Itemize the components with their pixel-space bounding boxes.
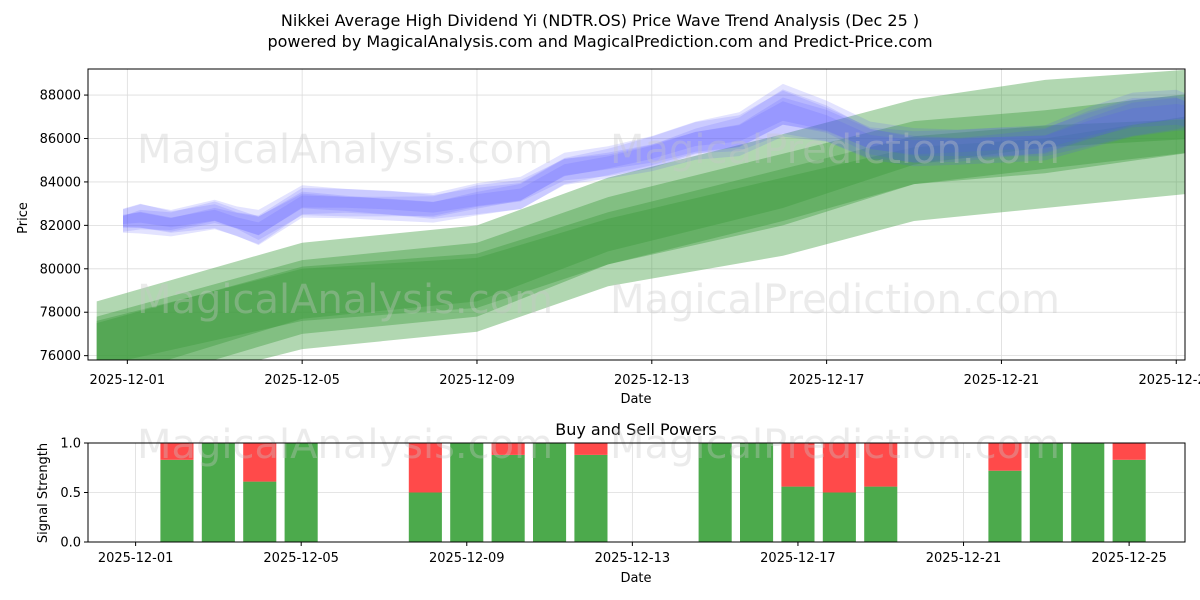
forecast-band-0 (96, 69, 1185, 360)
forecast-band-3 (96, 119, 1185, 360)
signal-axis-ticks: 0.0 0.5 1.0 2025-12-01 2025-12-05 2025-12-09 2… (60, 437, 1167, 567)
price-axis-ticks: 76000 78000 80000 82000 84000 86000 88000 2025-… (40, 89, 1200, 388)
sell-bar-2 (243, 443, 277, 482)
buy-sell-title: Buy and Sell Powers (555, 420, 717, 439)
buy-bar-13 (864, 486, 898, 542)
watermark-top-3: MagicalPrediction.com (610, 127, 1060, 173)
signal-xtick-label-1: 2025-12-05 (263, 551, 339, 566)
signal-y-axis-label: Signal Strength (36, 443, 51, 543)
forecast-band-1 (96, 94, 1185, 360)
actual-band-0 (123, 83, 1185, 246)
buy-bar-5 (450, 443, 484, 542)
price-ytick-label-2: 80000 (40, 262, 81, 277)
buy-bar-8 (574, 454, 608, 542)
signal-ytick-label-0: 0.0 (60, 536, 81, 551)
buy-bar-17 (1112, 459, 1146, 542)
actual-band-4 (123, 101, 1185, 236)
buy-bar-1 (201, 443, 235, 542)
price-xtick-label-0: 2025-12-01 (90, 373, 166, 388)
buy-bar-3 (284, 443, 318, 542)
watermark-bottom-1: MagicalAnalysis.com (137, 422, 553, 468)
price-plot-frame (87, 68, 1186, 361)
forecast-band-2 (96, 116, 1185, 360)
signal-xtick-label-3: 2025-12-13 (595, 551, 671, 566)
price-ytick-label-4: 84000 (40, 175, 81, 190)
buy-bar-12 (822, 492, 856, 542)
price-grid (88, 69, 1185, 360)
price-y-axis-label: Price (16, 202, 31, 234)
price-xtick-label-1: 2025-12-05 (264, 373, 340, 388)
buy-bar-9 (698, 443, 732, 542)
sell-bar-13 (864, 443, 898, 487)
actual-price-bands (123, 83, 1185, 246)
price-xtick-label-4: 2025-12-17 (789, 373, 865, 388)
chart-subtitle: powered by MagicalAnalysis.com and Magic… (267, 32, 932, 51)
buy-bar-14 (988, 470, 1022, 542)
buy-bar-2 (243, 481, 277, 542)
buy-bar-16 (1071, 443, 1105, 542)
buy-bar-10 (740, 443, 774, 542)
watermark-top-4: MagicalPrediction.com (610, 277, 1060, 323)
price-xtick-label-5: 2025-12-21 (964, 373, 1040, 388)
signal-xtick-label-5: 2025-12-21 (926, 551, 1002, 566)
price-x-axis-label: Date (620, 392, 651, 407)
sell-bar-6 (491, 443, 525, 455)
buy-sell-plot: Buy and Sell Powers MagicalAnalysis.com … (36, 420, 1186, 586)
signal-bars (160, 443, 1146, 542)
price-ytick-label-0: 76000 (40, 349, 81, 364)
actual-band-3 (123, 97, 1185, 235)
price-ytick-label-1: 78000 (40, 306, 81, 321)
price-ytick-label-3: 82000 (40, 219, 81, 234)
signal-xtick-label-0: 2025-12-01 (98, 551, 174, 566)
price-ytick-label-5: 86000 (40, 132, 81, 147)
buy-bar-11 (781, 486, 815, 542)
sell-bar-14 (988, 443, 1022, 471)
sell-bar-0 (160, 443, 194, 460)
signal-ytick-label-2: 1.0 (60, 437, 81, 452)
buy-bar-6 (491, 454, 525, 542)
signal-xtick-label-4: 2025-12-17 (760, 551, 836, 566)
sell-bar-11 (781, 443, 815, 487)
sell-bar-4 (408, 443, 442, 493)
buy-bar-0 (160, 459, 194, 542)
price-ytick-label-6: 88000 (40, 89, 81, 104)
forecast-bands (96, 69, 1185, 360)
watermark-bottom-2: MagicalPrediction.com (610, 422, 1060, 468)
buy-bar-15 (1029, 443, 1063, 542)
price-wave-plot: MagicalAnalysis.com MagicalAnalysis.com … (16, 68, 1200, 407)
actual-band-1 (123, 90, 1185, 245)
sell-bar-8 (574, 443, 608, 455)
sell-bar-12 (822, 443, 856, 493)
buy-bar-7 (533, 443, 567, 542)
signal-xtick-label-6: 2025-12-25 (1091, 551, 1167, 566)
signal-ytick-label-1: 0.5 (60, 486, 81, 501)
signal-x-axis-label: Date (620, 571, 651, 586)
watermark-top-1: MagicalAnalysis.com (137, 127, 553, 173)
watermark-top-2: MagicalAnalysis.com (137, 277, 553, 323)
actual-band-2 (123, 89, 1185, 240)
buy-bar-4 (408, 492, 442, 542)
chart-title: Nikkei Average High Dividend Yi (NDTR.OS… (281, 11, 919, 30)
price-xtick-label-2: 2025-12-09 (439, 373, 515, 388)
signal-xtick-label-2: 2025-12-09 (429, 551, 505, 566)
price-xtick-label-3: 2025-12-13 (614, 373, 690, 388)
price-xtick-label-6: 2025-12-25 (1138, 373, 1200, 388)
sell-bar-17 (1112, 443, 1146, 460)
